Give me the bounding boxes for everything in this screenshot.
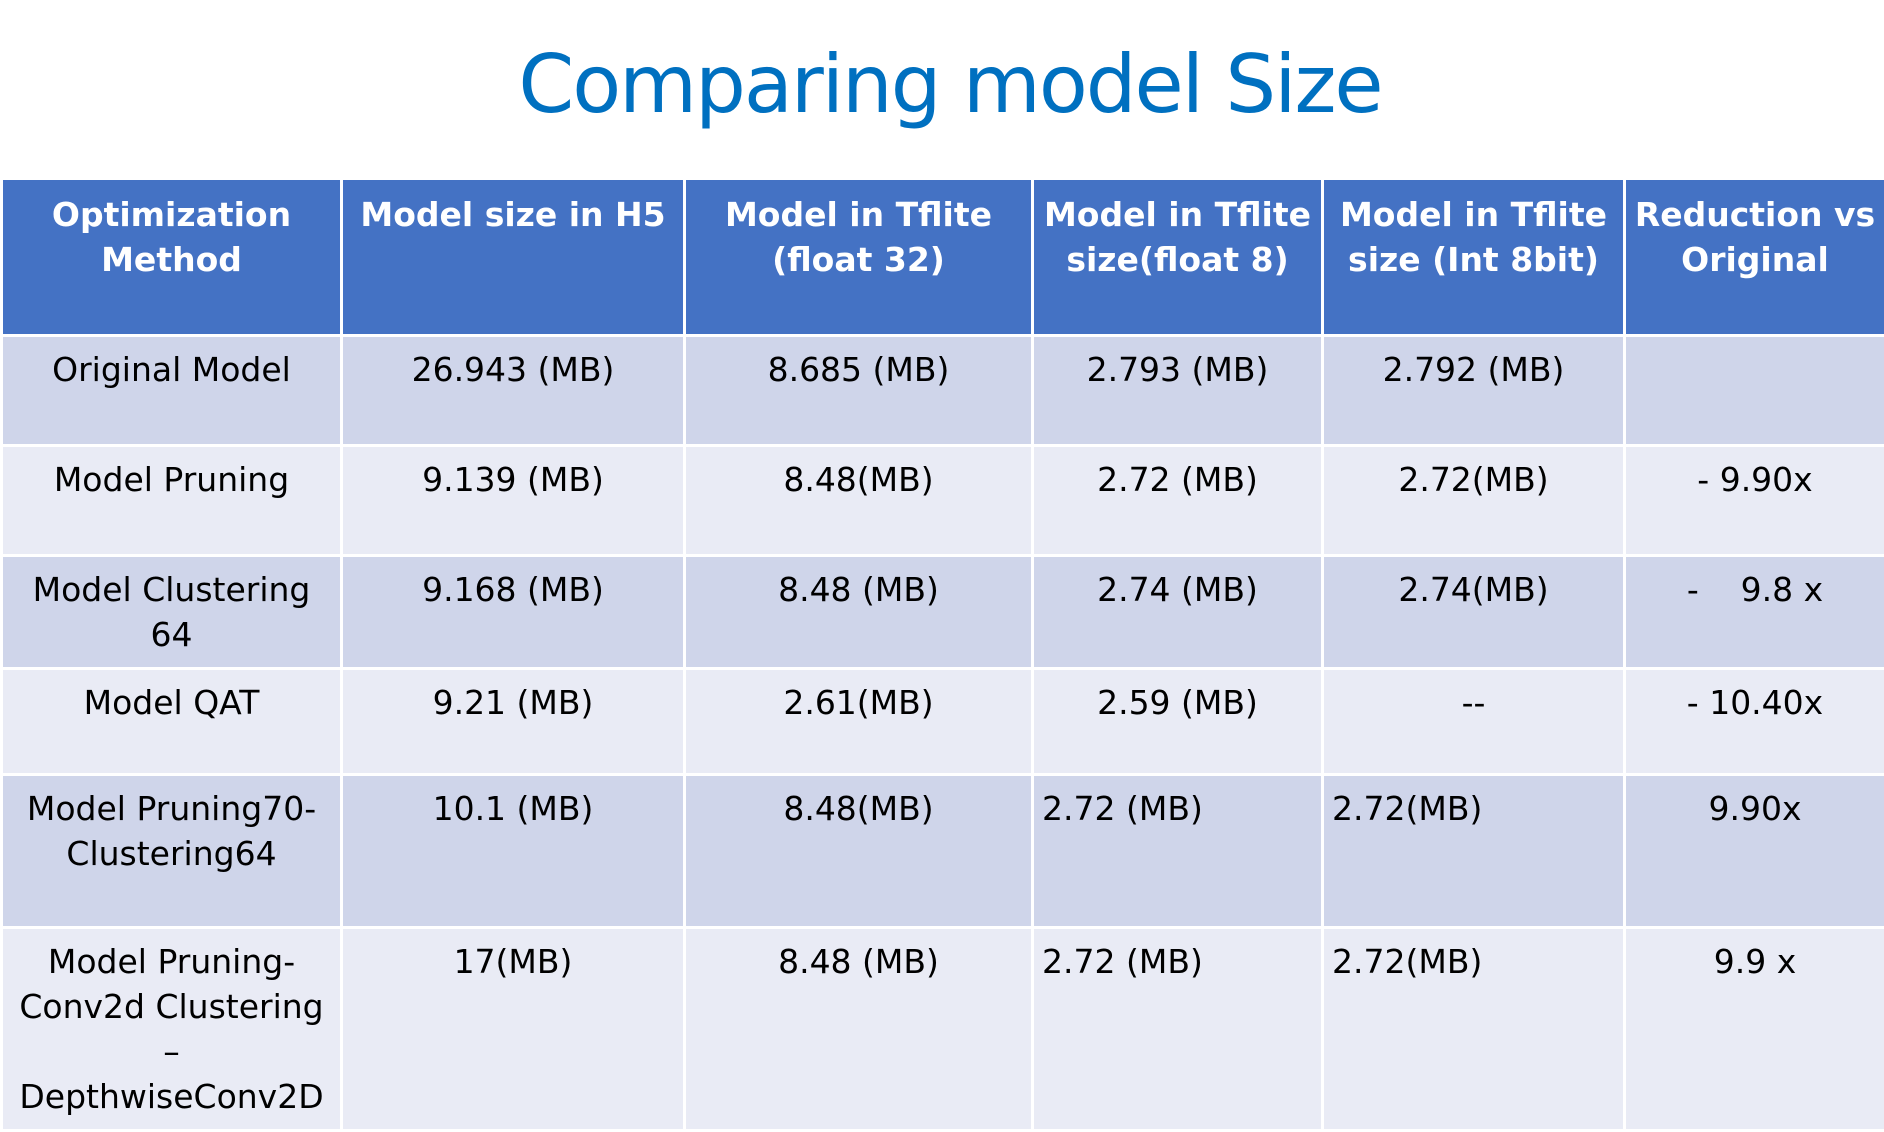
cell-tflite-float8: 2.59 (MB)	[1033, 669, 1323, 775]
cell-h5-size: 26.943 (MB)	[342, 336, 685, 446]
header-optimization-method: Optimization Method	[2, 179, 342, 336]
cell-tflite-float8: 2.793 (MB)	[1033, 336, 1323, 446]
cell-tflite-int8: 2.72(MB)	[1323, 775, 1625, 928]
cell-tflite-float32: 8.48 (MB)	[685, 556, 1033, 669]
cell-h5-size: 9.21 (MB)	[342, 669, 685, 775]
cell-tflite-int8: 2.74(MB)	[1323, 556, 1625, 669]
header-tflite-float32: Model in Tflite (float 32)	[685, 179, 1033, 336]
cell-tflite-float32: 2.61(MB)	[685, 669, 1033, 775]
cell-tflite-float32: 8.48(MB)	[685, 446, 1033, 556]
table-row: Model Pruning- Conv2d Clustering – Depth…	[2, 928, 1884, 1131]
cell-h5-size: 10.1 (MB)	[342, 775, 685, 928]
cell-h5-size: 9.168 (MB)	[342, 556, 685, 669]
cell-tflite-float8: 2.72 (MB)	[1033, 446, 1323, 556]
table-header-row: Optimization Method Model size in H5 Mod…	[2, 179, 1884, 336]
table-row: Original Model 26.943 (MB) 8.685 (MB) 2.…	[2, 336, 1884, 446]
cell-reduction: 9.90x	[1625, 775, 1884, 928]
cell-method: Original Model	[2, 336, 342, 446]
cell-tflite-float8: 2.72 (MB)	[1033, 775, 1323, 928]
cell-h5-size: 17(MB)	[342, 928, 685, 1131]
cell-tflite-float8: 2.74 (MB)	[1033, 556, 1323, 669]
header-tflite-float8: Model in Tflite size(float 8)	[1033, 179, 1323, 336]
slide-title: Comparing model Size	[0, 30, 1884, 140]
cell-method: Model Pruning	[2, 446, 342, 556]
cell-method: Model Clustering 64	[2, 556, 342, 669]
cell-method: Model Pruning- Conv2d Clustering – Depth…	[2, 928, 342, 1131]
cell-tflite-int8: 2.72(MB)	[1323, 446, 1625, 556]
cell-reduction: - 9.90x	[1625, 446, 1884, 556]
cell-tflite-float32: 8.48(MB)	[685, 775, 1033, 928]
header-tflite-int8: Model in Tflite size (Int 8bit)	[1323, 179, 1625, 336]
cell-tflite-int8: --	[1323, 669, 1625, 775]
table-row: Model Clustering 64 9.168 (MB) 8.48 (MB)…	[2, 556, 1884, 669]
table-row: Model QAT 9.21 (MB) 2.61(MB) 2.59 (MB) -…	[2, 669, 1884, 775]
header-model-size-h5: Model size in H5	[342, 179, 685, 336]
cell-reduction: - 10.40x	[1625, 669, 1884, 775]
header-reduction: Reduction vs Original	[1625, 179, 1884, 336]
table-row: Model Pruning 9.139 (MB) 8.48(MB) 2.72 (…	[2, 446, 1884, 556]
cell-reduction: - 9.8 x	[1625, 556, 1884, 669]
cell-tflite-int8: 2.792 (MB)	[1323, 336, 1625, 446]
cell-tflite-float32: 8.685 (MB)	[685, 336, 1033, 446]
table-row: Model Pruning70- Clustering64 10.1 (MB) …	[2, 775, 1884, 928]
cell-h5-size: 9.139 (MB)	[342, 446, 685, 556]
cell-tflite-float8: 2.72 (MB)	[1033, 928, 1323, 1131]
cell-reduction: 9.9 x	[1625, 928, 1884, 1131]
cell-reduction	[1625, 336, 1884, 446]
model-size-table: Optimization Method Model size in H5 Mod…	[0, 177, 1884, 1132]
cell-tflite-float32: 8.48 (MB)	[685, 928, 1033, 1131]
cell-method: Model Pruning70- Clustering64	[2, 775, 342, 928]
cell-method: Model QAT	[2, 669, 342, 775]
cell-tflite-int8: 2.72(MB)	[1323, 928, 1625, 1131]
